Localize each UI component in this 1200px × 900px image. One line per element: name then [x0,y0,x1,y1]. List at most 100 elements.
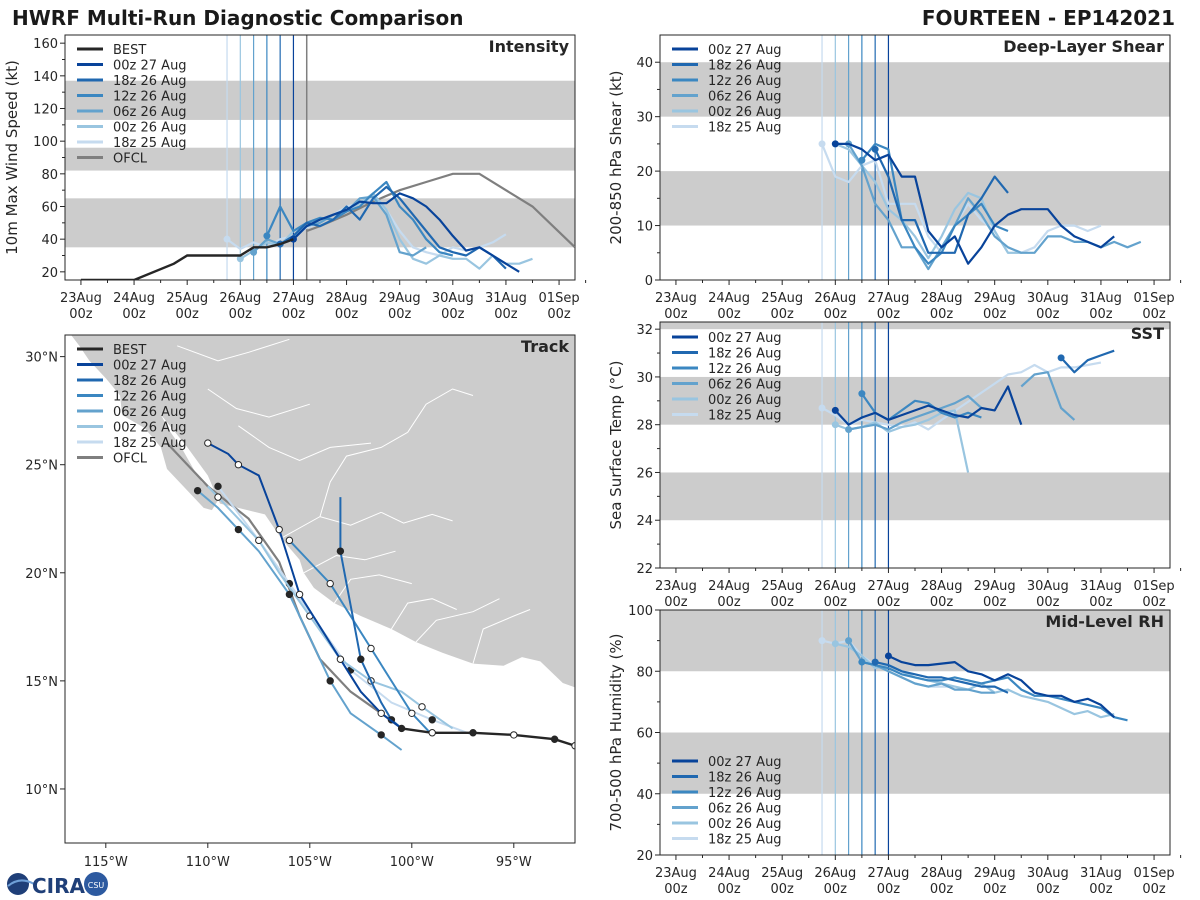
track-marker [193,486,202,495]
legend-label: 06z 26 Aug [113,405,187,420]
state-border [472,609,531,664]
shade-band [660,62,1170,117]
x-tick-label: 23Aug [60,291,102,306]
x-tick-label: 00z [824,882,848,897]
x-tick-label: 24Aug [708,291,750,306]
y-tick-label: 0 [645,274,653,289]
y-tick-label: 32 [636,323,653,338]
init-marker [858,658,866,666]
y-tick-label: 80 [41,168,58,183]
track-marker [295,590,304,599]
x-tick-label: 30Aug [1027,579,1069,594]
x-tick-label: 00z [983,882,1007,897]
y-tick-label: 100 [33,135,58,150]
y-tick-label: 20 [41,266,58,281]
x-tick-label: 25Aug [761,579,803,594]
panel-shear: 01020304023Aug00z24Aug00z25Aug00z26Aug00… [607,34,1182,322]
shade-band [660,610,1170,672]
x-tick-label: 00z [1089,882,1113,897]
series-line [239,192,533,270]
x-tick-label: 00z [1142,307,1166,322]
best-marker [550,735,559,743]
x-tick-label: 00z [717,307,741,322]
x-tick-label: 00z [1142,882,1166,897]
x-tick-label: 100°W [390,855,434,870]
track-marker [357,655,365,663]
init-marker [831,140,839,148]
state-border [390,598,457,630]
x-tick-label: 105°W [288,855,332,870]
x-tick-label: 00z [877,307,901,322]
init-marker [236,255,244,263]
track-marker [428,716,436,724]
legend-label: 12z 26 Aug [708,786,782,801]
x-tick-label: 00z [717,882,741,897]
track-marker [377,731,385,739]
x-tick-label: 29Aug [974,866,1016,881]
y-tick-label: 22 [636,562,653,577]
y-tick-label: 30 [636,371,653,386]
y-tick-label: 26 [636,466,653,481]
y-tick-label: 160 [33,37,58,52]
y-tick-label: 100 [628,604,653,619]
legend-label: 18z 26 Aug [708,771,782,786]
series-line [874,661,1009,694]
legend-label: 12z 26 Aug [113,90,187,105]
panel-sst: 22242628303223Aug00z24Aug00z25Aug00z26Au… [607,321,1182,610]
y-tick-label: 20 [636,849,653,864]
init-marker [263,232,271,240]
y-tick-label: 80 [636,665,653,680]
x-tick-label: 26Aug [219,291,261,306]
x-tick-label: 28Aug [921,866,963,881]
land-east [562,540,575,688]
y-axis-label: Sea Surface Temp (°C) [607,360,625,529]
x-tick-label: 00z [664,882,688,897]
x-tick-label: 00z [824,595,848,610]
init-marker [1057,354,1065,362]
series-line [848,371,1076,431]
x-tick-label: 00z [771,882,795,897]
panel-track: 115°W 110°W 105°W 100°W 95°W 10°N 15°N 20°N 25°N… [25,334,576,870]
track-marker [336,655,345,663]
legend-label: 18z 25 Aug [113,436,187,451]
series-line [861,142,1009,265]
track-marker [367,644,375,653]
y-tick-label: 10 [636,220,653,235]
state-border [333,574,412,604]
y-tick-label: 28 [636,419,653,434]
x-tick-label: 30Aug [1027,866,1069,881]
x-tick-label: 00z [388,307,412,322]
legend-label: 06z 26 Aug [113,105,187,120]
x-tick-label: 26Aug [814,579,856,594]
track-marker [326,677,334,685]
x-tick-label: 00z [771,307,795,322]
series-line [821,361,1102,431]
ofcl-line [306,172,575,249]
x-tick-label: 24Aug [708,579,750,594]
x-tick-label: 24Aug [708,866,750,881]
y-tick-label: 140 [33,70,58,85]
x-tick-label: 00z [335,307,359,322]
x-tick-label: 23Aug [655,866,697,881]
track-marker [285,590,294,599]
y-tick-label: 60 [636,727,653,742]
logo-globe-icon [7,873,29,895]
x-tick-label: 00z [547,307,571,322]
x-tick-label: 00z [1142,595,1166,610]
x-tick-label: 25Aug [761,866,803,881]
x-tick-label: 00z [664,595,688,610]
x-tick-label: 110°W [186,855,230,870]
series-line [887,654,1115,719]
x-tick-label: 00z [930,882,954,897]
legend-label: 00z 26 Aug [708,817,782,832]
x-tick-label: 01Sep [1134,291,1175,306]
track-marker [234,461,243,469]
x-tick-label: 00z [494,307,518,322]
init-marker [818,404,826,412]
legend-label: 00z 26 Aug [708,105,782,120]
x-tick-label: 00z [983,595,1007,610]
init-marker [831,406,839,414]
x-tick-label: 31Aug [1080,291,1122,306]
x-tick-label: 26Aug [814,866,856,881]
